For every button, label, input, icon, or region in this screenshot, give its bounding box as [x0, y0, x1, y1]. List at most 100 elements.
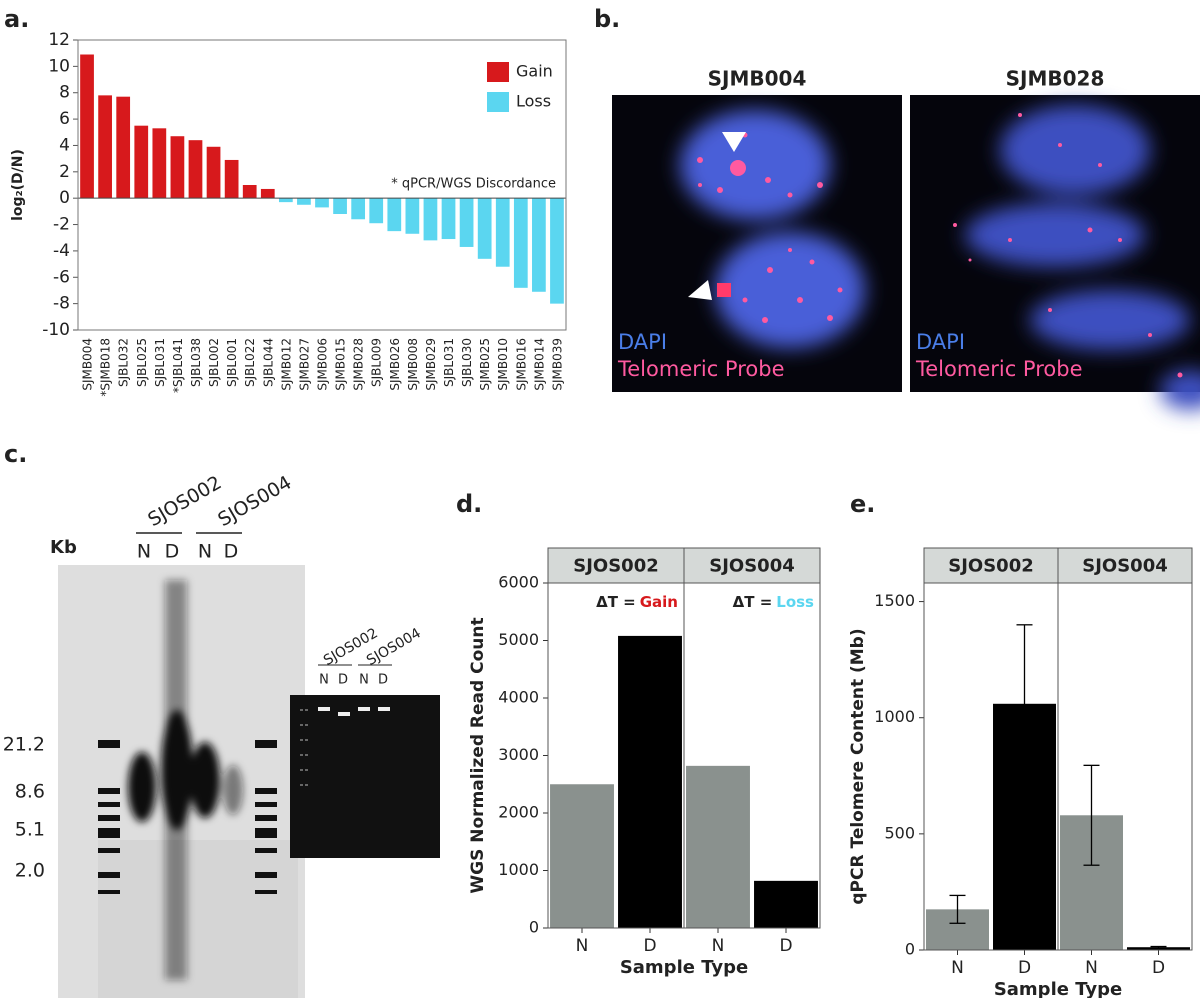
bar — [550, 784, 614, 928]
y-axis-label: log₂(D/N) — [10, 149, 26, 221]
plot-frame — [77, 39, 567, 331]
x-tick-label: *SJBL041 — [171, 338, 185, 393]
y-tick-label: 0 — [905, 940, 915, 959]
bar — [188, 140, 203, 199]
error-bar — [949, 894, 966, 924]
bar — [387, 198, 402, 232]
marker-label: 5.1 — [15, 819, 45, 841]
y-tick-label: 2000 — [498, 803, 539, 822]
x-tick-label: D — [643, 936, 656, 956]
bar — [134, 125, 149, 199]
annotation-value: Loss — [776, 593, 814, 611]
bar — [242, 185, 257, 199]
y-tick-label: -2 — [53, 215, 70, 235]
marker-label: 21.2 — [3, 734, 45, 756]
error-bar — [1016, 624, 1033, 784]
panel-label: d. — [456, 490, 482, 518]
bar — [224, 159, 239, 199]
panel-label: a. — [4, 5, 29, 33]
x-tick-label: SJMB028 — [352, 338, 366, 391]
bar — [278, 198, 293, 203]
bar — [513, 198, 528, 288]
image-title: SJMB028 — [1006, 67, 1105, 91]
bar — [152, 128, 167, 199]
x-tick-label: SJMB039 — [550, 338, 564, 391]
y-tick-label: 4 — [59, 135, 70, 155]
facet-strip — [1057, 547, 1193, 584]
error-bar — [1150, 945, 1167, 949]
y-tick-label: 5000 — [498, 630, 539, 649]
sample-label: SJOS004 — [214, 472, 295, 532]
facet-annotation: ΔT = Gain — [596, 593, 678, 611]
x-tick-label: SJMB026 — [388, 338, 402, 391]
lane-label: N — [359, 673, 369, 688]
bar — [170, 136, 185, 199]
y-tick-label: 0 — [59, 188, 70, 208]
bar — [315, 198, 329, 208]
x-tick-label: N — [1085, 958, 1098, 978]
panel-label: c. — [4, 440, 27, 468]
bar — [441, 198, 456, 240]
panel-label: e. — [850, 490, 875, 518]
bar — [206, 146, 221, 199]
x-tick-label: SJMB006 — [316, 338, 330, 391]
legend-swatch — [487, 92, 509, 112]
bar — [1127, 947, 1190, 950]
fish-image: DAPI Telomeric Probe — [612, 95, 902, 392]
annotation: * qPCR/WGS Discordance — [391, 177, 556, 192]
x-tick-label: SJBL025 — [135, 338, 149, 387]
gel-unit: Kb — [50, 537, 77, 558]
lane-label: D — [165, 541, 180, 563]
x-tick-label: SJBL022 — [243, 338, 257, 387]
bar — [686, 765, 750, 928]
x-tick-label: *SJMB018 — [99, 338, 113, 397]
x-tick-label: SJMB014 — [532, 338, 546, 391]
lane-label: D — [378, 673, 388, 688]
x-tick-label: SJMB015 — [334, 338, 348, 391]
y-tick-label: -10 — [42, 320, 70, 340]
y-tick-label: 500 — [884, 823, 915, 842]
lane-label: N — [198, 541, 212, 563]
lane-label: N — [137, 541, 151, 563]
bar — [495, 198, 510, 267]
image-title: SJMB004 — [708, 67, 807, 91]
y-tick-label: 6000 — [498, 573, 539, 592]
bar — [423, 198, 438, 241]
legend-label: Gain — [516, 62, 553, 81]
x-tick-label: N — [576, 936, 589, 956]
y-tick-label: 1000 — [874, 707, 915, 726]
facet-annotation: ΔT = Loss — [733, 593, 814, 611]
stain-label: DAPI — [618, 330, 667, 354]
y-tick-label: 2 — [59, 162, 70, 182]
panel-label: b. — [594, 5, 620, 33]
lane-label: D — [224, 541, 239, 563]
x-tick-label: SJMB008 — [406, 338, 420, 391]
x-tick-label: SJBL030 — [460, 338, 474, 387]
facet-title: SJOS004 — [709, 556, 795, 577]
facet-frame — [1057, 582, 1193, 951]
x-tick-label: SJBL044 — [261, 338, 275, 387]
bar — [459, 198, 474, 247]
legend-label: Loss — [516, 92, 551, 111]
y-tick-label: 0 — [529, 918, 539, 937]
annotation-prefix: ΔT = — [733, 593, 773, 611]
x-tick-label: SJBL002 — [207, 338, 221, 387]
y-tick-label: 8 — [59, 83, 70, 103]
facet-title: SJOS002 — [948, 556, 1034, 577]
x-axis-label: Sample Type — [620, 957, 748, 978]
x-tick-label: N — [951, 958, 964, 978]
lane-label: D — [338, 673, 348, 688]
x-tick-label: N — [712, 936, 725, 956]
x-tick-label: SJMB010 — [496, 338, 510, 391]
y-tick-label: 10 — [48, 56, 70, 76]
y-tick-label: 6 — [59, 109, 70, 129]
bar — [754, 880, 818, 928]
x-tick-label: SJMB029 — [424, 338, 438, 391]
legend-swatch — [487, 62, 509, 82]
x-tick-label: SJMB004 — [81, 338, 95, 391]
bar — [369, 198, 384, 224]
y-tick-label: 4000 — [498, 688, 539, 707]
bar — [618, 635, 682, 928]
annotation-prefix: ΔT = — [596, 593, 636, 611]
